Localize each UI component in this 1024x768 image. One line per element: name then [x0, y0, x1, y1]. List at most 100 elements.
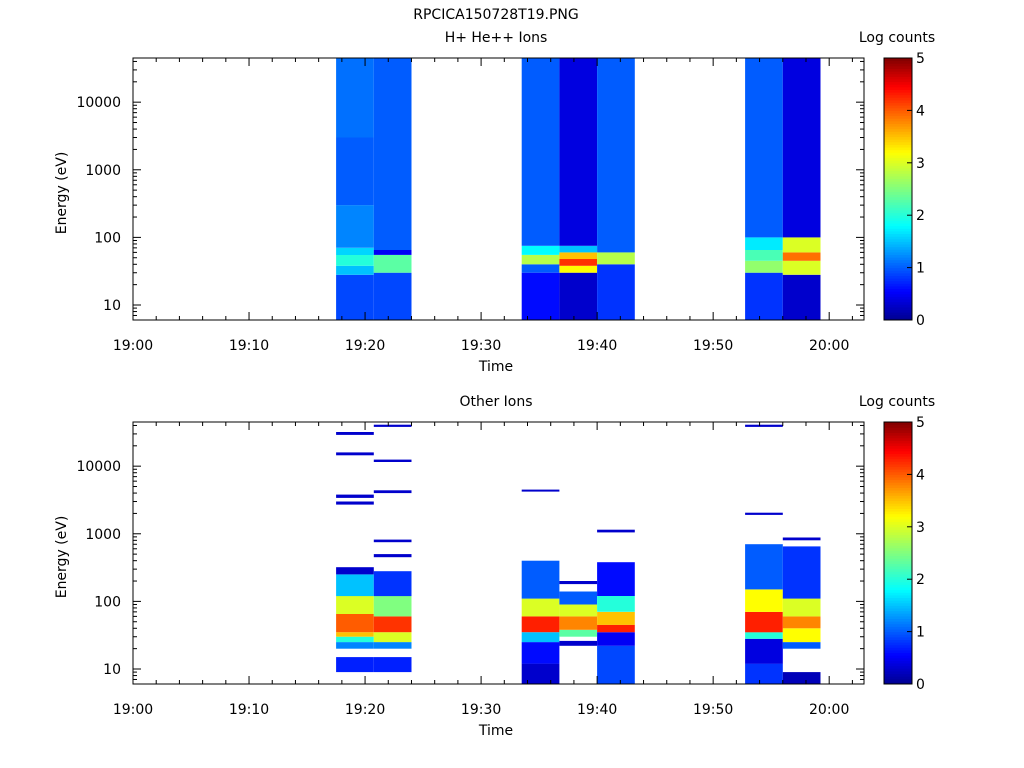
colorbar-swatch [884, 249, 912, 253]
colorbar-swatch [884, 236, 912, 240]
colorbar-swatch [884, 257, 912, 261]
heatmap-cell [373, 632, 412, 643]
heatmap-cell [521, 489, 560, 492]
colorbar-swatch [884, 492, 912, 496]
colorbar-tick-label: 2 [916, 572, 925, 588]
colorbar-swatch [884, 186, 912, 190]
colorbar-swatch [884, 144, 912, 148]
colorbar-swatch [884, 230, 912, 235]
heatmap-cell [745, 611, 783, 633]
panel-title: H+ He++ Ions [445, 30, 548, 46]
colorbar-swatch [884, 131, 912, 135]
colorbar-swatch [884, 458, 912, 462]
colorbar-swatch [884, 445, 912, 449]
heatmap-cell [373, 272, 412, 320]
colorbar-swatch [884, 65, 912, 69]
colorbar-swatch [884, 479, 912, 483]
colorbar-swatch [884, 105, 912, 109]
colorbar-swatch [884, 228, 912, 232]
colorbar-swatch [884, 191, 912, 195]
colorbar-swatch [884, 154, 912, 159]
colorbar-swatch [884, 102, 912, 106]
colorbar-swatch [884, 456, 912, 460]
heatmap-cell [745, 237, 783, 250]
heatmap-cell [373, 250, 412, 255]
colorbar-swatch [884, 181, 912, 185]
colorbar-swatch [884, 73, 912, 77]
heatmap-cell [782, 260, 821, 275]
heatmap-cell [521, 642, 560, 664]
heatmap-cell [559, 58, 598, 246]
x-tick-label: 19:00 [113, 338, 153, 354]
colorbar-swatch [884, 183, 912, 187]
colorbar-swatch [884, 558, 912, 562]
colorbar-swatch [884, 587, 912, 591]
colorbar-swatch [884, 288, 912, 292]
heatmap-cell [745, 424, 783, 427]
colorbar-swatch [884, 508, 912, 512]
colorbar-swatch [884, 657, 912, 661]
colorbar-swatch [884, 168, 912, 172]
colorbar-swatch [884, 424, 912, 428]
colorbar-swatch [884, 435, 912, 439]
colorbar-swatch [884, 317, 912, 321]
colorbar-swatch [884, 78, 912, 83]
colorbar-swatch [884, 225, 912, 229]
colorbar-swatch [884, 497, 912, 502]
colorbar-frame [883, 421, 913, 685]
heatmap-cell [373, 539, 412, 543]
colorbar-swatch [884, 97, 912, 101]
heatmap-cell [336, 614, 374, 633]
colorbar-swatch [884, 594, 912, 599]
colorbar-swatch [884, 110, 912, 114]
y-axis-label: Energy (eV) [54, 152, 70, 235]
heatmap-cell [745, 250, 783, 261]
colorbar-swatch [884, 217, 912, 221]
colorbar-swatch [884, 84, 912, 88]
colorbar-swatch [884, 521, 912, 525]
colorbar-swatch [884, 241, 912, 245]
colorbar-swatch [884, 539, 912, 544]
colorbar-swatch [884, 626, 912, 630]
colorbar-swatch [884, 170, 912, 174]
y-tick-label: 100 [94, 594, 121, 610]
colorbar-frame [883, 57, 913, 321]
colorbar-swatch [884, 584, 912, 588]
x-tick-label: 19:30 [461, 338, 501, 354]
heatmap-cell [336, 205, 374, 248]
heatmap-cell [782, 546, 821, 599]
colorbar-swatch [884, 107, 912, 111]
heatmap-cell [336, 632, 374, 637]
colorbar-swatch [884, 655, 912, 659]
heatmap-cell [745, 632, 783, 639]
colorbar-swatch [884, 660, 912, 664]
colorbar-swatch [884, 471, 912, 475]
x-tick-label: 19:40 [577, 702, 617, 718]
colorbar-swatch [884, 466, 912, 470]
colorbar-swatch [884, 299, 912, 303]
heatmap-cell [336, 567, 374, 575]
colorbar-swatch [884, 92, 912, 96]
x-axis-label: Time [478, 359, 513, 375]
heatmap-cell [373, 554, 412, 558]
heatmap-cell [782, 274, 821, 320]
x-axis-label: Time [478, 723, 513, 739]
colorbar-swatch [884, 293, 912, 297]
colorbar-swatch [884, 301, 912, 305]
heatmap-cell [745, 544, 783, 590]
y-tick-label: 1000 [85, 163, 121, 179]
colorbar-swatch [884, 212, 912, 216]
colorbar-swatch [884, 589, 912, 593]
heatmap-cell [597, 632, 635, 646]
colorbar-swatch [884, 304, 912, 308]
colorbar-swatch [884, 149, 912, 153]
plot-frame [132, 57, 865, 321]
plot-axes: 19:00 19:10 19:20 19:30 19:40 19:50 20:00 10 100… [76, 57, 865, 354]
colorbar-swatch [884, 58, 912, 62]
plot-axes: 19:00 19:10 19:20 19:30 19:40 19:50 20:00 10 100… [76, 421, 865, 718]
heatmap-cell [336, 432, 374, 435]
heatmap-cell [782, 252, 821, 261]
colorbar-swatch [884, 194, 912, 198]
colorbar-swatch [884, 678, 912, 682]
